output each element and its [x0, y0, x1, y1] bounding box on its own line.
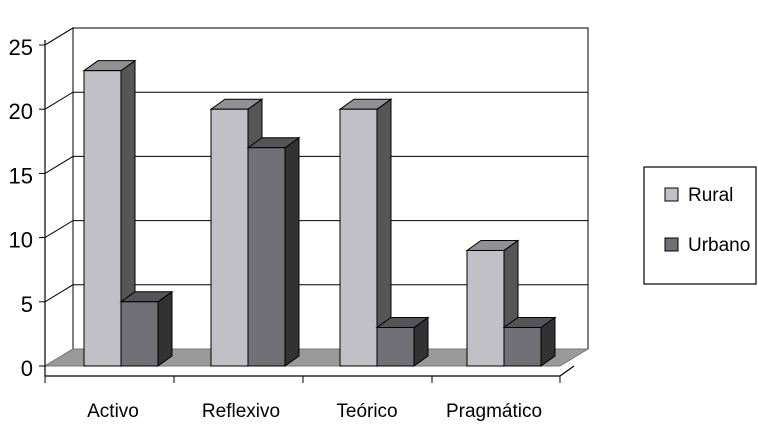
gridline — [44, 27, 588, 46]
gridline — [44, 284, 588, 303]
x-tick-label: Pragmático — [446, 401, 542, 422]
bar-rural-activo — [82, 59, 137, 367]
legend: Rural Urbano — [643, 166, 757, 285]
y-axis-ticks: 0 5 10 15 20 25 — [9, 35, 45, 381]
bar-urbano-pragmático — [502, 316, 557, 367]
legend-box — [643, 166, 757, 285]
bar-urbano-activo — [119, 290, 174, 367]
legend-label: Rural — [688, 185, 733, 206]
legend-swatch — [664, 237, 679, 252]
x-axis-labels: Activo Reflexivo Teórico Pragmático — [87, 401, 542, 422]
side-wall — [44, 27, 74, 367]
x-tick-label: Teórico — [336, 401, 397, 422]
y-tick-label: 20 — [9, 99, 33, 124]
y-tick-label: 15 — [9, 163, 33, 188]
bar-urbano-reflexivo — [246, 136, 301, 367]
axes — [44, 40, 575, 383]
gridline — [44, 91, 588, 110]
legend-item-urbano: Urbano — [664, 235, 750, 256]
legend-swatch — [664, 187, 679, 202]
bars — [82, 59, 557, 367]
bar-rural-teórico — [338, 98, 393, 367]
legend-label: Urbano — [688, 235, 750, 256]
bar-urbano-teórico — [375, 316, 430, 367]
y-tick-label: 5 — [21, 292, 33, 317]
x-tick-label: Reflexivo — [202, 401, 280, 422]
x-tick-label: Activo — [87, 401, 139, 422]
legend-item-rural: Rural — [664, 185, 733, 206]
y-tick-label: 10 — [9, 228, 33, 253]
y-tick-label: 25 — [9, 35, 33, 60]
y-tick-label: 0 — [21, 356, 33, 381]
gridline — [44, 155, 588, 174]
gridlines — [44, 27, 588, 303]
gridline — [44, 220, 588, 239]
